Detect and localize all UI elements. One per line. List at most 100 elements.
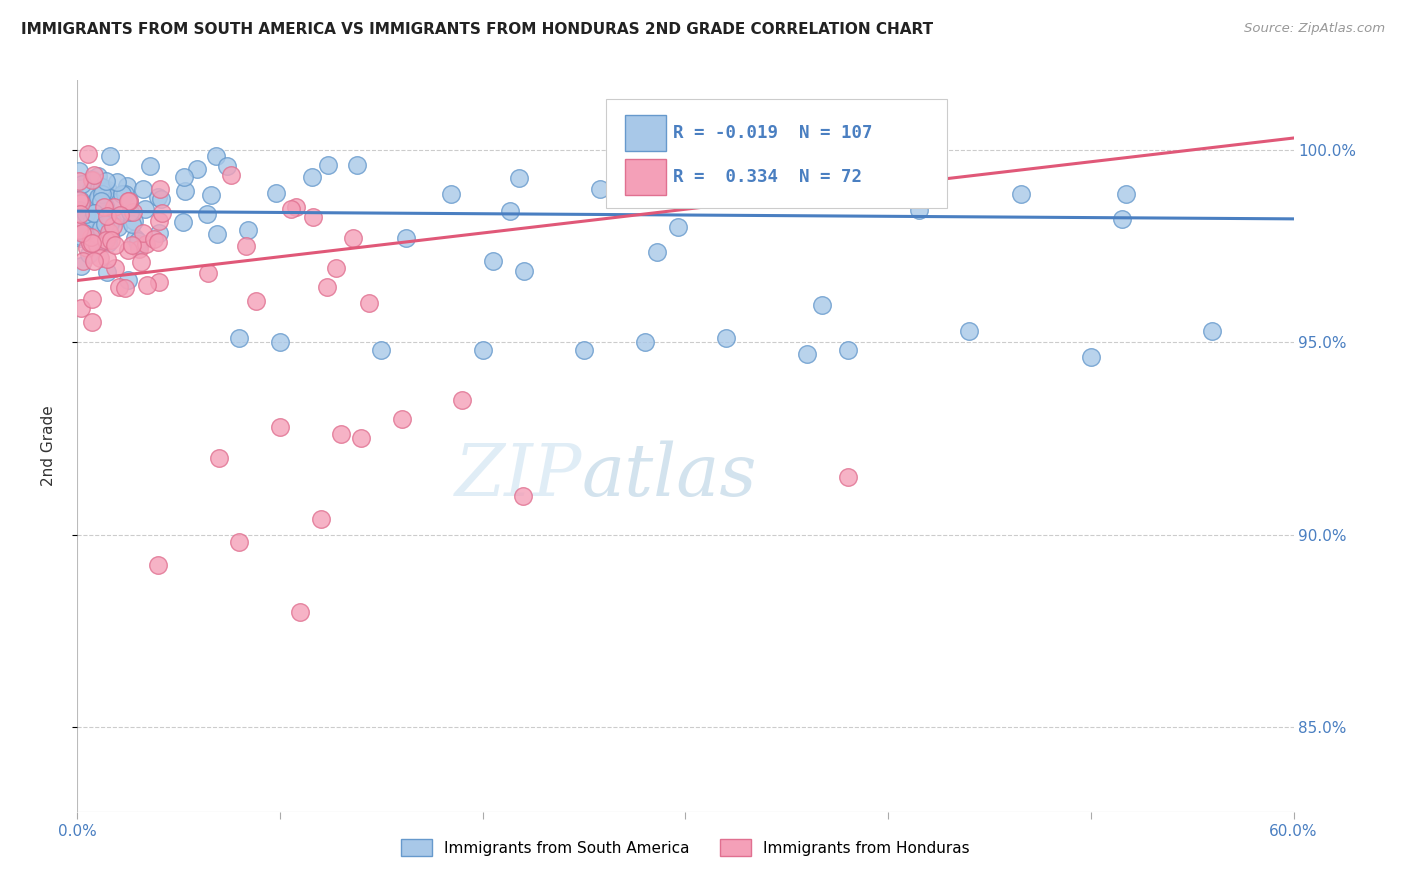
Point (121, 217, 143, 231)
Point (683, 152, 706, 166)
Point (80, 235, 103, 250)
Point (72, 226, 94, 240)
Point (83, 232, 105, 246)
Point (100, 234, 122, 248)
Point (195, 206, 218, 220)
Point (83, 206, 105, 220)
Point (1080, 351, 1102, 365)
Legend: Immigrants from South America, Immigrants from Honduras: Immigrants from South America, Immigrant… (395, 833, 976, 863)
Point (391, 412, 413, 426)
Point (108, 280, 131, 294)
Point (67, 193, 90, 207)
Point (134, 202, 156, 216)
Point (301, 170, 323, 185)
Point (1010, 186, 1032, 201)
Point (284, 200, 307, 214)
Point (589, 182, 612, 196)
Point (290, 605, 312, 619)
Point (98, 227, 121, 241)
Point (186, 161, 208, 176)
Point (148, 558, 170, 573)
Point (90, 194, 112, 209)
Point (79, 247, 101, 261)
Point (107, 220, 129, 235)
FancyBboxPatch shape (624, 160, 666, 195)
Point (83, 205, 105, 219)
Point (350, 431, 373, 445)
Point (82, 172, 104, 186)
Point (69, 207, 91, 221)
Point (634, 334, 657, 349)
Point (280, 202, 302, 216)
Point (72, 253, 94, 268)
Text: R =  0.334  N = 72: R = 0.334 N = 72 (673, 168, 862, 186)
Point (80, 229, 103, 244)
Point (645, 244, 668, 259)
Point (79, 236, 101, 251)
Point (122, 205, 145, 219)
Point (135, 277, 157, 292)
Point (94, 185, 117, 199)
Point (228, 535, 250, 549)
Point (811, 298, 834, 312)
Point (346, 158, 368, 172)
Point (173, 170, 195, 185)
Text: Source: ZipAtlas.com: Source: ZipAtlas.com (1244, 22, 1385, 36)
Point (89, 252, 111, 266)
Point (131, 181, 153, 195)
Point (82, 315, 104, 329)
Point (837, 343, 859, 357)
Point (91, 235, 114, 250)
Point (76, 230, 98, 244)
Point (97, 235, 120, 250)
Point (87, 190, 110, 204)
Point (498, 204, 520, 219)
Point (100, 149, 122, 163)
Point (70, 177, 93, 191)
Point (197, 267, 219, 281)
Point (96, 209, 118, 223)
Point (357, 296, 380, 310)
Point (117, 194, 139, 208)
Text: R = -0.019  N = 107: R = -0.019 N = 107 (673, 124, 873, 142)
Point (796, 346, 818, 360)
Point (146, 235, 169, 249)
Point (87, 199, 110, 213)
Point (148, 214, 170, 228)
Point (80, 292, 103, 306)
Point (86, 237, 108, 252)
Point (105, 175, 128, 189)
Point (96, 219, 118, 233)
Point (1111, 211, 1133, 226)
Point (101, 194, 124, 209)
Point (1201, 324, 1223, 338)
Point (69, 229, 91, 244)
Text: IMMIGRANTS FROM SOUTH AMERICA VS IMMIGRANTS FROM HONDURAS 2ND GRADE CORRELATION : IMMIGRANTS FROM SOUTH AMERICA VS IMMIGRA… (21, 22, 934, 37)
Point (104, 261, 127, 276)
Point (316, 158, 339, 172)
Point (86, 169, 108, 184)
Point (264, 186, 287, 200)
Point (329, 427, 352, 442)
Point (117, 273, 139, 287)
Point (370, 343, 392, 357)
Point (80, 182, 103, 196)
Point (173, 184, 195, 198)
Point (228, 331, 250, 345)
Point (269, 419, 291, 434)
Point (108, 208, 131, 222)
Point (98, 226, 121, 240)
Point (668, 220, 690, 235)
Y-axis label: 2nd Grade: 2nd Grade (42, 406, 56, 486)
Point (122, 214, 145, 228)
Point (513, 264, 536, 278)
Point (128, 242, 150, 256)
Point (117, 194, 139, 208)
Point (208, 450, 231, 465)
Point (69, 223, 91, 237)
Point (132, 226, 155, 240)
Point (508, 171, 530, 186)
Point (148, 190, 170, 204)
Point (67, 163, 90, 178)
Point (1115, 186, 1137, 201)
